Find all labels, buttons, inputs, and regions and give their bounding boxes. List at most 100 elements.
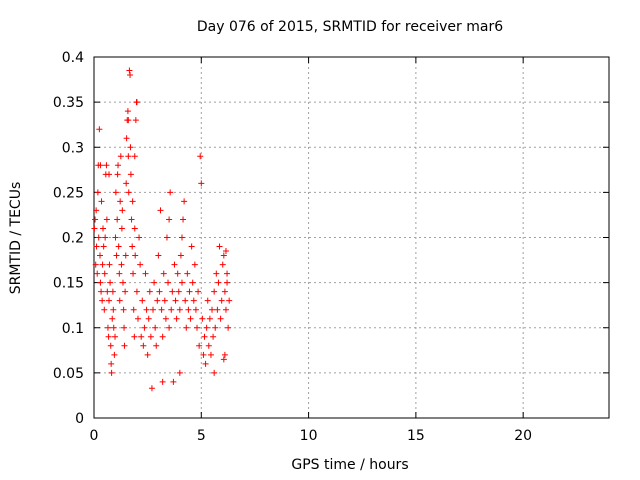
x-tick-label: 15 (407, 428, 425, 444)
y-tick-label: 0 (75, 411, 84, 427)
data-point (106, 297, 113, 304)
data-point (138, 333, 145, 340)
data-point (114, 171, 121, 178)
data-point (103, 216, 110, 223)
data-point (181, 198, 188, 205)
data-point (108, 360, 115, 367)
data-point (153, 342, 160, 349)
data-point (186, 288, 193, 295)
data-point (194, 324, 200, 331)
data-point (129, 243, 136, 250)
data-point (107, 342, 114, 349)
data-point (131, 153, 138, 160)
x-axis-label: GPS time / hours (291, 457, 408, 473)
data-point (189, 279, 196, 286)
data-point (127, 144, 134, 151)
data-point (144, 351, 151, 358)
data-point (155, 252, 162, 259)
data-point (140, 342, 147, 349)
data-point (93, 243, 100, 250)
data-point (119, 279, 126, 286)
data-point (156, 288, 163, 295)
data-point (106, 261, 113, 268)
data-point (128, 216, 135, 223)
x-tick-label: 5 (197, 428, 206, 444)
data-point (201, 333, 208, 340)
data-point (142, 270, 149, 277)
data-point (102, 234, 109, 241)
plot-area-frame (93, 56, 610, 419)
data-point (99, 261, 106, 268)
data-point (212, 324, 219, 331)
data-point (148, 385, 155, 392)
data-point (178, 234, 185, 241)
data-point (169, 288, 176, 295)
data-point (166, 216, 173, 223)
data-point (196, 342, 203, 349)
data-point (199, 315, 206, 322)
data-point (98, 198, 105, 205)
data-point (95, 234, 102, 241)
data-point (211, 369, 218, 376)
data-point (106, 171, 113, 178)
data-point (160, 270, 167, 277)
data-point (116, 297, 123, 304)
data-point (100, 243, 107, 250)
data-point (139, 297, 146, 304)
data-point (195, 288, 202, 295)
data-point (115, 162, 122, 169)
data-point (204, 297, 211, 304)
data-point (146, 288, 153, 295)
x-tick-label: 20 (514, 428, 532, 444)
data-point (191, 261, 198, 268)
data-point (218, 297, 225, 304)
data-point (198, 180, 205, 187)
data-point (97, 162, 104, 169)
data-point (217, 315, 224, 322)
data-point (185, 306, 192, 313)
data-point (167, 189, 174, 196)
data-point (177, 252, 184, 259)
data-points (91, 67, 233, 392)
data-point (125, 189, 132, 196)
y-tick-label: 0.2 (62, 231, 84, 247)
data-point (151, 279, 158, 286)
data-point (125, 153, 132, 160)
data-point (110, 306, 117, 313)
data-point (94, 189, 101, 196)
y-tick-label: 0.3 (62, 140, 84, 156)
data-point (123, 135, 130, 142)
data-point (203, 324, 210, 331)
data-point (121, 324, 128, 331)
y-tick-label: 0.05 (53, 366, 84, 382)
data-point (150, 306, 157, 313)
data-point (219, 261, 226, 268)
data-point (182, 297, 189, 304)
data-point (183, 324, 190, 331)
data-point (125, 117, 132, 124)
y-tick-labels: 0 0.05 0.1 0.15 0.2 0.25 0.3 0.35 0.4 (53, 50, 84, 427)
y-tick-label: 0.4 (62, 50, 84, 66)
data-point (205, 342, 212, 349)
data-point (154, 297, 161, 304)
data-point (129, 198, 136, 205)
data-point (113, 252, 120, 259)
data-point (123, 180, 130, 187)
data-point (206, 315, 213, 322)
data-point (127, 72, 134, 79)
y-tick-label: 0.15 (53, 276, 84, 292)
data-point (131, 225, 138, 232)
data-point (100, 225, 107, 232)
data-point (157, 207, 164, 214)
data-point (152, 324, 159, 331)
data-point (158, 306, 165, 313)
data-point (184, 270, 191, 277)
data-point (122, 288, 129, 295)
data-point (147, 333, 154, 340)
data-point (105, 333, 112, 340)
data-point (97, 279, 104, 286)
data-point (94, 270, 101, 277)
data-point (133, 99, 140, 106)
grid-lines (94, 57, 609, 418)
data-point (172, 297, 179, 304)
